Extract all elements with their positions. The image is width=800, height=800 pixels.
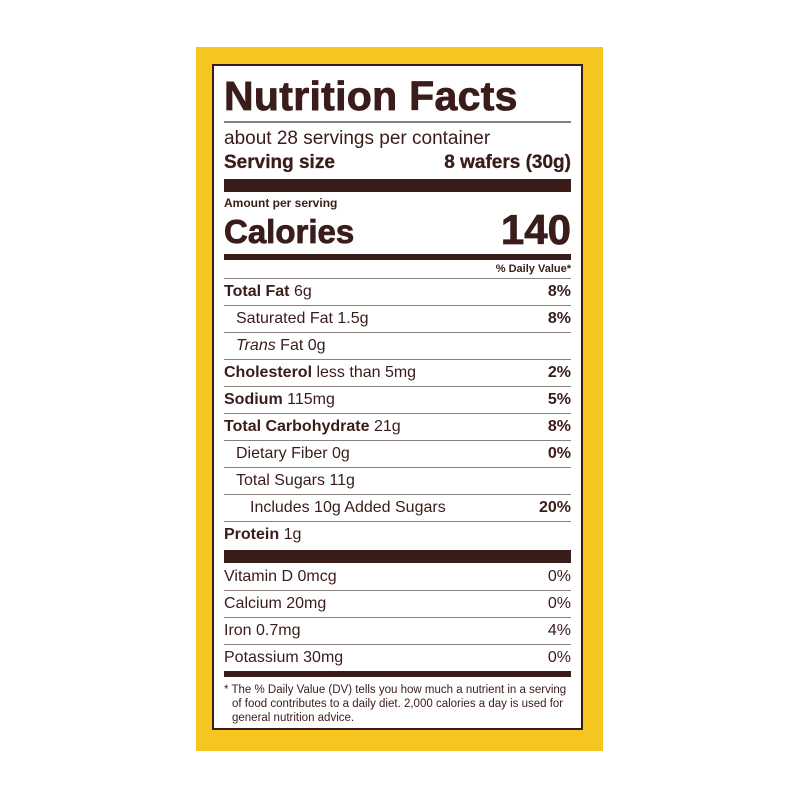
divider — [224, 121, 571, 123]
nutrient-name: Total Sugars — [236, 472, 325, 489]
label-yellow-frame: Nutrition Facts about 28 servings per co… — [196, 47, 603, 751]
vitamin-name: Vitamin D 0mcg — [224, 568, 337, 585]
vitamin-row: Potassium 30mg 0% — [224, 645, 571, 671]
medium-divider — [224, 671, 571, 677]
vitamin-name: Iron 0.7mg — [224, 622, 301, 639]
nutrient-dv: 8% — [547, 310, 571, 327]
vitamin-row: Calcium 20mg 0% — [224, 591, 571, 618]
vitamin-row: Vitamin D 0mcg 0% — [224, 564, 571, 591]
nutrient-name: Cholesterol — [224, 364, 313, 381]
nutrient-dv: 2% — [547, 364, 571, 381]
nutrition-facts-panel: Nutrition Facts about 28 servings per co… — [212, 64, 583, 730]
nutrient-dv: 8% — [547, 283, 571, 300]
calories-row: Calories 140 — [224, 206, 572, 253]
nutrient-name: Trans — [236, 337, 276, 354]
medium-divider — [224, 254, 571, 260]
nutrient-amount: 11g — [329, 472, 355, 489]
nutrient-name: Sodium — [224, 391, 283, 408]
nutrient-name: Protein — [224, 526, 280, 543]
nutrient-amount: 115mg — [287, 391, 335, 408]
amount-per-serving: Amount per serving — [224, 196, 338, 210]
nutrient-dv: 5% — [547, 391, 571, 408]
nutrient-row-total-sugars: Total Sugars 11g — [224, 468, 571, 495]
serving-size-value: 8 wafers (30g) — [444, 152, 571, 173]
nutrient-name: Includes 10g Added Sugars — [250, 499, 446, 516]
nutrient-amount: less than 5mg — [316, 364, 417, 381]
thick-divider — [224, 179, 571, 192]
title: Nutrition Facts — [224, 73, 518, 119]
nutrient-row-protein: Protein 1g — [224, 522, 571, 548]
nutrient-row-trans-fat: Trans Fat 0g — [224, 333, 571, 360]
vitamin-name: Calcium 20mg — [224, 595, 327, 612]
nutrient-name: Dietary Fiber — [236, 445, 328, 462]
vitamin-dv: 0% — [547, 595, 571, 612]
nutrient-amount: Fat 0g — [280, 337, 326, 354]
nutrient-amount: 1g — [283, 526, 302, 543]
nutrient-amount: 0g — [332, 445, 350, 462]
nutrient-row-saturated-fat: Saturated Fat 1.5g 8% — [224, 306, 571, 333]
serving-size: Serving size 8 wafers (30g) — [224, 151, 571, 175]
daily-value-header: % Daily Value* — [224, 260, 571, 279]
nutrient-row-cholesterol: Cholesterol less than 5mg 2% — [224, 360, 571, 387]
vitamin-row: Iron 0.7mg 4% — [224, 618, 571, 645]
footnote: * The % Daily Value (DV) tells you how m… — [224, 684, 567, 724]
nutrient-amount: 1.5g — [337, 310, 369, 327]
serving-size-label: Serving size — [224, 152, 335, 173]
nutrient-row-added-sugars: Includes 10g Added Sugars 20% — [224, 495, 571, 522]
nutrient-name: Saturated Fat — [236, 310, 333, 327]
thick-divider — [224, 550, 571, 563]
nutrient-name: Total Carbohydrate — [224, 418, 370, 435]
nutrient-dv: 20% — [538, 499, 571, 516]
calories-value: 140 — [500, 206, 572, 253]
nutrient-row-sodium: Sodium 115mg 5% — [224, 387, 571, 414]
vitamin-name: Potassium 30mg — [224, 649, 344, 666]
vitamin-dv: 0% — [547, 568, 571, 585]
nutrient-row-total-carbohydrate: Total Carbohydrate 21g 8% — [224, 414, 571, 441]
nutrient-dv: 0% — [547, 445, 571, 462]
nutrient-amount: 6g — [293, 283, 312, 300]
nutrient-row-total-fat: Total Fat 6g 8% — [224, 279, 571, 306]
nutrient-amount: 21g — [373, 418, 401, 435]
nutrient-dv: 8% — [547, 418, 571, 435]
nutrient-row-dietary-fiber: Dietary Fiber 0g 0% — [224, 441, 571, 468]
calories-label: Calories — [224, 213, 355, 250]
nutrient-name: Total Fat — [224, 283, 290, 300]
servings-per-container: about 28 servings per container — [224, 128, 491, 149]
vitamin-dv: 0% — [547, 649, 571, 666]
vitamin-dv: 4% — [547, 622, 571, 639]
